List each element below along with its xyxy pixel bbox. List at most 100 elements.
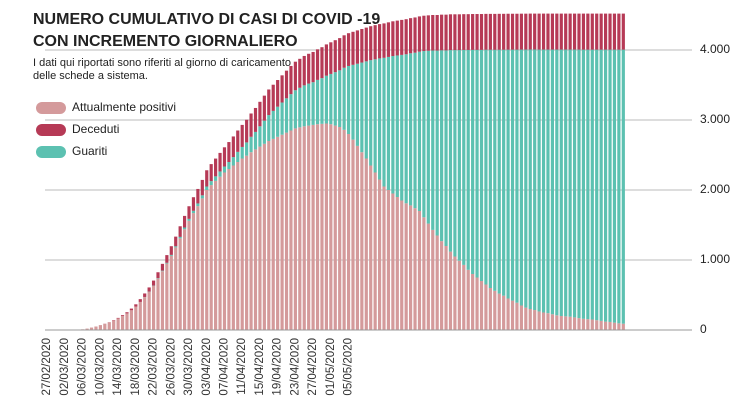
legend-label: Deceduti (72, 122, 119, 136)
bar-segment (457, 14, 461, 51)
bar-segment (448, 14, 453, 51)
bar-segment (262, 120, 266, 144)
bar-segment (426, 50, 430, 224)
bar-segment (612, 322, 617, 330)
bar-segment (590, 49, 594, 320)
bar-segment (156, 272, 160, 279)
bar-segment (214, 158, 218, 177)
bar-segment (147, 287, 151, 292)
bar-segment (364, 61, 368, 159)
bar-segment (413, 52, 417, 209)
bar-segment (355, 30, 360, 64)
bar-segment (364, 158, 368, 330)
x-tick-label: 18/03/2020 (130, 338, 142, 396)
bar-segment (528, 49, 532, 309)
x-tick-label: 11/04/2020 (236, 338, 248, 395)
bar-segment (453, 256, 457, 330)
bar-segment (440, 241, 444, 330)
bar-segment (182, 229, 187, 330)
bar-segment (404, 54, 408, 204)
bar-segment (395, 55, 399, 198)
bar-segment (289, 94, 293, 131)
bar-segment (546, 49, 550, 314)
y-tick-label: 0 (700, 322, 707, 336)
x-tick-label: 10/03/2020 (94, 338, 106, 396)
bar-segment (129, 308, 134, 311)
x-tick-label: 23/04/2020 (289, 338, 301, 396)
bar-segment (222, 172, 227, 330)
x-tick-label: 27/02/2020 (41, 338, 53, 396)
bar-segment (386, 190, 391, 330)
bar-segment (249, 152, 253, 330)
bar-segment (191, 210, 196, 214)
bar-segment (373, 172, 377, 330)
bar-segment (568, 316, 572, 330)
bar-segment (311, 124, 315, 331)
bar-segment (253, 131, 258, 150)
bar-segment (599, 320, 603, 330)
bar-segment (581, 13, 586, 50)
bar-segment (586, 319, 590, 330)
axes: 0 1.000 2.000 3.000 4.000 27/02/2020 02/03/202… (41, 42, 730, 395)
legend-label: Attualmente positivi (72, 100, 176, 114)
bar-segment (444, 50, 448, 246)
bar-segment (178, 226, 182, 237)
chart-title: CON INCREMENTO GIORNALIERO (33, 33, 298, 50)
bar-segment (338, 70, 342, 127)
bar-segment (205, 190, 209, 330)
bar-segment (89, 327, 94, 330)
bar-segment (315, 49, 320, 80)
legend-label: Guariti (72, 144, 107, 158)
bar-segment (612, 49, 617, 323)
bar-segment (595, 13, 599, 50)
bar-segment (377, 179, 382, 330)
bar-segment (169, 254, 173, 256)
bar-segment (572, 49, 577, 318)
legend-swatch (36, 102, 66, 114)
bar-segment (324, 123, 328, 330)
bar-segment (488, 13, 492, 50)
bar-segment (510, 13, 515, 50)
bar-segment (528, 13, 532, 50)
bar-segment (550, 49, 555, 315)
bar-segment (369, 165, 373, 330)
bar-segment (506, 298, 510, 330)
bar-segment (134, 304, 138, 307)
bar-segment (493, 49, 497, 291)
bar-segment (466, 49, 470, 270)
bar-segment (466, 269, 470, 330)
bar-segment (391, 21, 395, 57)
bar-segment (302, 55, 306, 86)
bar-segment (182, 215, 187, 228)
bar-segment (435, 50, 439, 236)
bar-segment (435, 235, 439, 330)
bar-segment (559, 316, 563, 330)
x-tick-label: 14/03/2020 (112, 338, 124, 396)
bar-segment (555, 13, 559, 50)
bar-segment (413, 17, 417, 53)
bar-segment (453, 50, 457, 257)
bar-segment (222, 147, 227, 167)
bar-segment (165, 262, 169, 264)
bars (67, 13, 625, 331)
y-tick-label: 1.000 (700, 252, 730, 266)
bar-segment (479, 14, 484, 50)
bar-segment (541, 13, 546, 50)
bar-segment (284, 132, 289, 330)
bar-segment (307, 53, 311, 84)
bar-segment (143, 297, 147, 330)
bar-segment (156, 278, 160, 330)
bar-segment (484, 13, 488, 50)
bar-segment (311, 82, 315, 125)
legend-swatch (36, 124, 66, 136)
bar-segment (462, 264, 466, 330)
bar-segment (338, 38, 342, 71)
legend: Attualmente positivi Deceduti Guariti (36, 100, 176, 158)
y-tick-label: 4.000 (700, 42, 730, 56)
bar-segment (497, 49, 501, 294)
bar-segment (245, 119, 249, 143)
bar-segment (457, 50, 461, 261)
bar-segment (440, 50, 444, 242)
x-tick-label: 06/03/2020 (77, 338, 89, 396)
bar-segment (462, 14, 466, 50)
